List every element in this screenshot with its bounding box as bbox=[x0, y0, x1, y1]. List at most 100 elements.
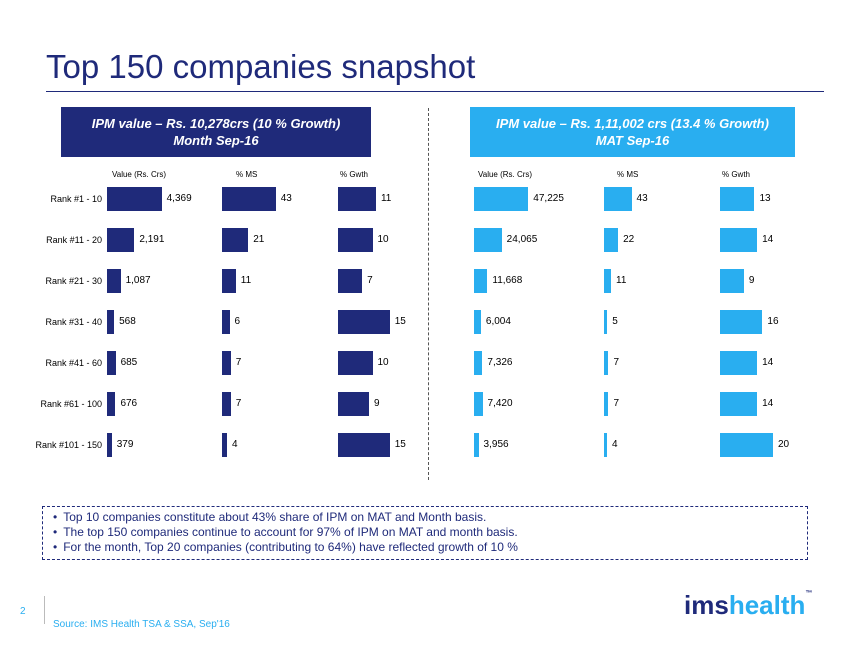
note-item: Top 10 companies constitute about 43% sh… bbox=[53, 510, 807, 525]
column-header: % MS bbox=[236, 170, 258, 179]
data-label: 11 bbox=[240, 275, 252, 286]
bar bbox=[604, 392, 609, 416]
data-label: 7 bbox=[367, 275, 373, 286]
bar bbox=[107, 392, 116, 416]
data-label: 9 bbox=[374, 398, 380, 409]
bar bbox=[474, 433, 479, 457]
data-label: 47,225 bbox=[533, 193, 564, 204]
bar bbox=[474, 269, 488, 293]
data-label: 4,369 bbox=[166, 193, 192, 204]
bar bbox=[107, 228, 135, 252]
data-label: 11 bbox=[616, 275, 627, 286]
data-label: 16 bbox=[767, 316, 779, 327]
data-label: 11 bbox=[380, 193, 392, 204]
bar bbox=[222, 351, 231, 375]
bar bbox=[720, 310, 763, 334]
note-item: The top 150 companies continue to accoun… bbox=[53, 525, 807, 540]
bar bbox=[474, 392, 483, 416]
bar bbox=[222, 433, 227, 457]
bar bbox=[474, 187, 529, 211]
bar bbox=[338, 392, 370, 416]
data-label: 6,004 bbox=[485, 316, 511, 327]
data-label: 14 bbox=[762, 398, 774, 409]
data-label: 11,668 bbox=[492, 275, 523, 286]
data-label: 7 bbox=[235, 398, 242, 409]
data-label: 7,420 bbox=[487, 398, 513, 409]
data-label: 3,956 bbox=[483, 439, 509, 450]
data-label: 4 bbox=[612, 439, 618, 450]
notes-box: Top 10 companies constitute about 43% sh… bbox=[42, 506, 808, 560]
bar bbox=[720, 392, 758, 416]
bar bbox=[474, 351, 483, 375]
data-label: 4 bbox=[232, 439, 238, 450]
data-label: 1,087 bbox=[125, 275, 151, 286]
data-label: 7 bbox=[613, 398, 620, 409]
bar bbox=[107, 351, 116, 375]
left-header-line1: IPM value – Rs. 10,278crs (10 % Growth) bbox=[91, 116, 341, 131]
left-header-line2: Month Sep-16 bbox=[173, 133, 259, 148]
data-label: 10 bbox=[377, 357, 389, 368]
left-panel-header: IPM value – Rs. 10,278crs (10 % Growth) … bbox=[61, 107, 371, 157]
bar bbox=[720, 433, 773, 457]
page-title: Top 150 companies snapshot bbox=[46, 48, 476, 85]
rank-label: Rank #31 - 40 bbox=[45, 317, 102, 327]
bar bbox=[604, 351, 609, 375]
data-label: 14 bbox=[762, 357, 774, 368]
data-label: 2,191 bbox=[139, 234, 165, 245]
column-header: % Gwth bbox=[722, 170, 751, 179]
bar bbox=[720, 228, 758, 252]
bar bbox=[222, 269, 236, 293]
column-header: % MS bbox=[617, 170, 639, 179]
data-label: 13 bbox=[759, 193, 771, 204]
data-label: 7,326 bbox=[487, 357, 513, 368]
data-label: 379 bbox=[116, 439, 134, 450]
bar bbox=[338, 228, 373, 252]
data-label: 24,065 bbox=[506, 234, 538, 245]
data-label: 20 bbox=[778, 439, 790, 450]
data-label: 7 bbox=[235, 357, 242, 368]
bar bbox=[338, 310, 390, 334]
right-panel-header: IPM value – Rs. 1,11,002 crs (13.4 % Gro… bbox=[470, 107, 795, 157]
column-header: % Gwth bbox=[340, 170, 369, 179]
bar bbox=[107, 187, 162, 211]
bar bbox=[107, 433, 112, 457]
bar bbox=[338, 433, 390, 457]
data-label: 7 bbox=[613, 357, 620, 368]
rank-label: Rank #11 - 20 bbox=[46, 235, 102, 245]
data-label: 10 bbox=[377, 234, 389, 245]
bar bbox=[107, 269, 121, 293]
ims-health-logo: imshealth™ bbox=[684, 590, 813, 620]
note-item: For the month, Top 20 companies (contrib… bbox=[53, 540, 807, 555]
rank-label: Rank #101 - 150 bbox=[35, 440, 102, 450]
bar bbox=[720, 351, 758, 375]
data-label: 676 bbox=[120, 398, 138, 409]
rank-label: Rank #61 - 100 bbox=[40, 399, 102, 409]
bar bbox=[604, 187, 632, 211]
data-label: 22 bbox=[623, 234, 635, 245]
rank-label: Rank #1 - 10 bbox=[50, 194, 102, 204]
column-header: Value (Rs. Crs) bbox=[478, 170, 533, 179]
bar bbox=[222, 228, 249, 252]
data-label: 6 bbox=[234, 316, 241, 327]
bar bbox=[222, 310, 230, 334]
bar bbox=[604, 433, 607, 457]
page-number: 2 bbox=[20, 606, 26, 617]
bar bbox=[107, 310, 115, 334]
data-label: 21 bbox=[253, 234, 265, 245]
panel-divider bbox=[428, 108, 429, 480]
bar bbox=[604, 310, 608, 334]
data-label: 15 bbox=[394, 439, 406, 450]
bar bbox=[720, 269, 744, 293]
footer-divider bbox=[44, 596, 45, 624]
column-header: Value (Rs. Crs) bbox=[112, 170, 167, 179]
bar bbox=[338, 351, 373, 375]
data-label: 9 bbox=[748, 275, 755, 286]
bar bbox=[720, 187, 755, 211]
data-label: 685 bbox=[120, 357, 138, 368]
title-underline bbox=[46, 91, 824, 92]
bar bbox=[604, 228, 619, 252]
bar bbox=[338, 269, 363, 293]
bar bbox=[604, 269, 612, 293]
rank-label: Rank #41 - 60 bbox=[45, 358, 102, 368]
bar bbox=[474, 310, 481, 334]
